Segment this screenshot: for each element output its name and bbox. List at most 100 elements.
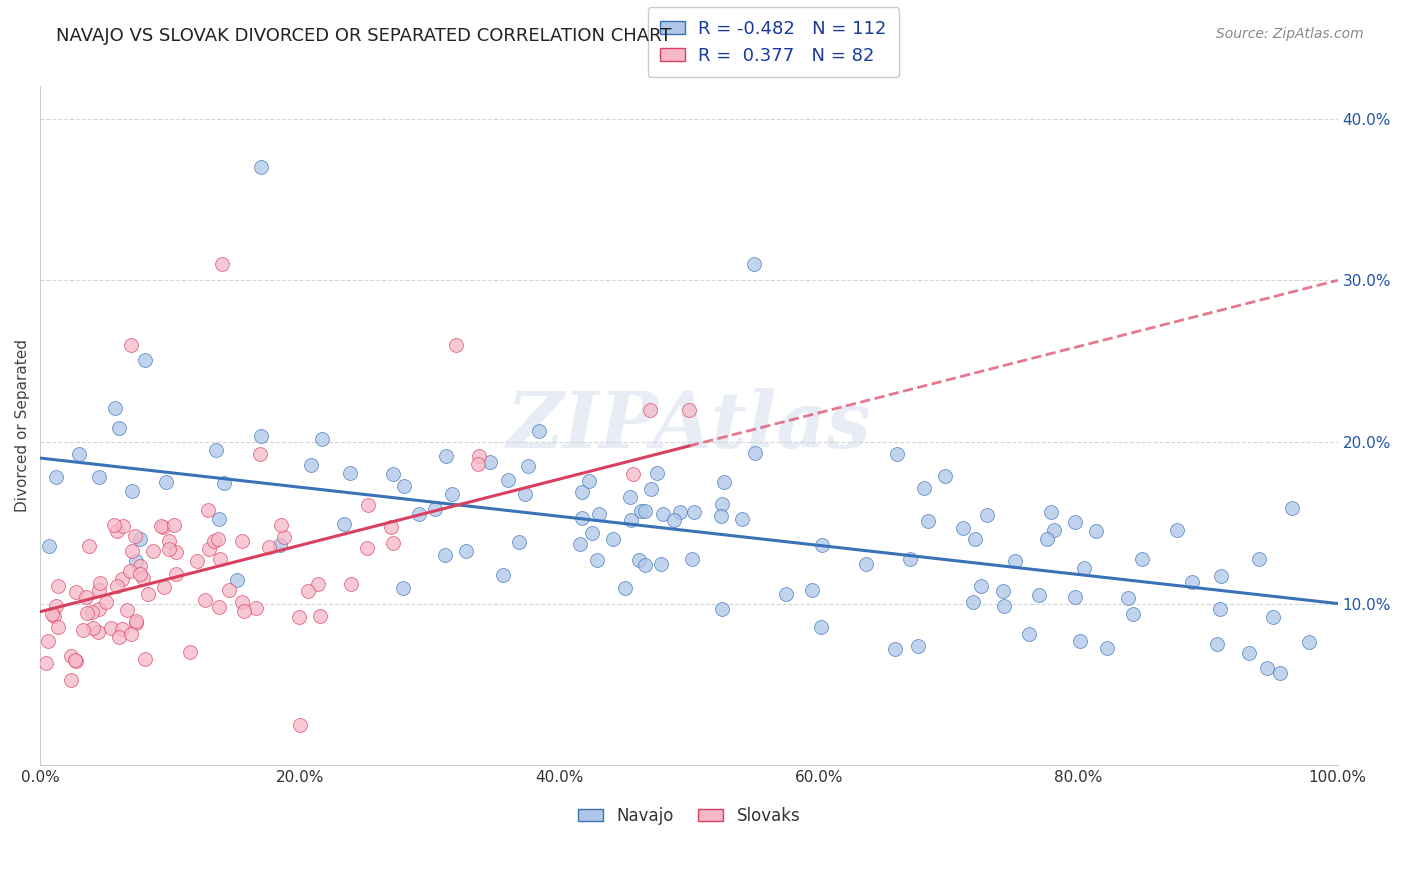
Point [299, 458, 322, 472]
Point [105, 524, 128, 538]
Point [917, 514, 939, 528]
Point [194, 592, 217, 607]
Point [993, 599, 1015, 613]
Point [270, 518, 292, 533]
Point [669, 505, 692, 519]
Point [392, 478, 415, 492]
Text: NAVAJO VS SLOVAK DIVORCED OR SEPARATED CORRELATION CHART: NAVAJO VS SLOVAK DIVORCED OR SEPARATED C… [56, 27, 672, 45]
Point [72, 623, 94, 637]
Point [1040, 505, 1063, 519]
Point [620, 513, 643, 527]
Point [568, 537, 591, 551]
Point [288, 718, 311, 732]
Point [211, 257, 233, 271]
Point [77, 539, 100, 553]
Point [120, 627, 142, 641]
Point [934, 469, 956, 483]
Point [208, 512, 231, 526]
Point [134, 353, 156, 368]
Point [1036, 532, 1059, 546]
Point [800, 582, 823, 597]
Point [467, 457, 489, 471]
Point [711, 497, 734, 511]
Point [516, 458, 538, 473]
Point [37, 634, 59, 648]
Point [212, 476, 235, 491]
Point [103, 518, 125, 533]
Point [1181, 574, 1204, 589]
Point [45, 470, 67, 484]
Point [129, 567, 152, 582]
Point [124, 529, 146, 543]
Point [634, 504, 657, 518]
Point [41, 607, 63, 621]
Point [87, 602, 110, 616]
Point [581, 526, 603, 541]
Point [630, 504, 652, 518]
Point [46, 579, 69, 593]
Point [434, 549, 457, 563]
Legend: Navajo, Slovaks: Navajo, Slovaks [571, 800, 807, 831]
Point [1166, 524, 1188, 538]
Point [742, 257, 765, 271]
Point [208, 552, 231, 566]
Point [163, 518, 186, 533]
Point [645, 467, 668, 481]
Point [454, 544, 477, 558]
Point [1256, 661, 1278, 675]
Point [811, 538, 834, 552]
Point [249, 429, 271, 443]
Point [311, 432, 333, 446]
Point [1073, 560, 1095, 574]
Point [60, 673, 83, 687]
Point [125, 554, 148, 568]
Point [65, 585, 87, 599]
Point [380, 520, 402, 534]
Point [1042, 523, 1064, 537]
Point [571, 484, 593, 499]
Point [1085, 524, 1108, 538]
Point [165, 566, 187, 581]
Point [142, 543, 165, 558]
Point [357, 498, 380, 512]
Point [1281, 501, 1303, 516]
Point [339, 466, 361, 480]
Point [682, 505, 704, 519]
Point [1263, 610, 1285, 624]
Point [681, 551, 703, 566]
Point [1237, 647, 1260, 661]
Point [75, 591, 97, 605]
Point [976, 508, 998, 522]
Point [640, 482, 662, 496]
Point [392, 581, 415, 595]
Point [1247, 552, 1270, 566]
Point [150, 518, 173, 533]
Point [1095, 640, 1118, 655]
Point [1122, 607, 1144, 622]
Point [60, 649, 83, 664]
Point [125, 614, 148, 628]
Point [356, 541, 378, 555]
Point [157, 533, 180, 548]
Point [48, 620, 70, 634]
Point [121, 483, 143, 498]
Point [117, 603, 139, 617]
Point [1028, 588, 1050, 602]
Point [118, 564, 141, 578]
Point [1063, 591, 1085, 605]
Point [468, 450, 491, 464]
Point [810, 620, 832, 634]
Point [218, 583, 240, 598]
Point [134, 652, 156, 666]
Point [197, 503, 219, 517]
Point [340, 577, 363, 591]
Y-axis label: Divorced or Separated: Divorced or Separated [15, 339, 30, 512]
Point [208, 600, 231, 615]
Point [744, 446, 766, 460]
Point [111, 519, 134, 533]
Point [157, 541, 180, 556]
Point [1064, 515, 1087, 529]
Point [970, 579, 993, 593]
Point [586, 553, 609, 567]
Point [231, 595, 253, 609]
